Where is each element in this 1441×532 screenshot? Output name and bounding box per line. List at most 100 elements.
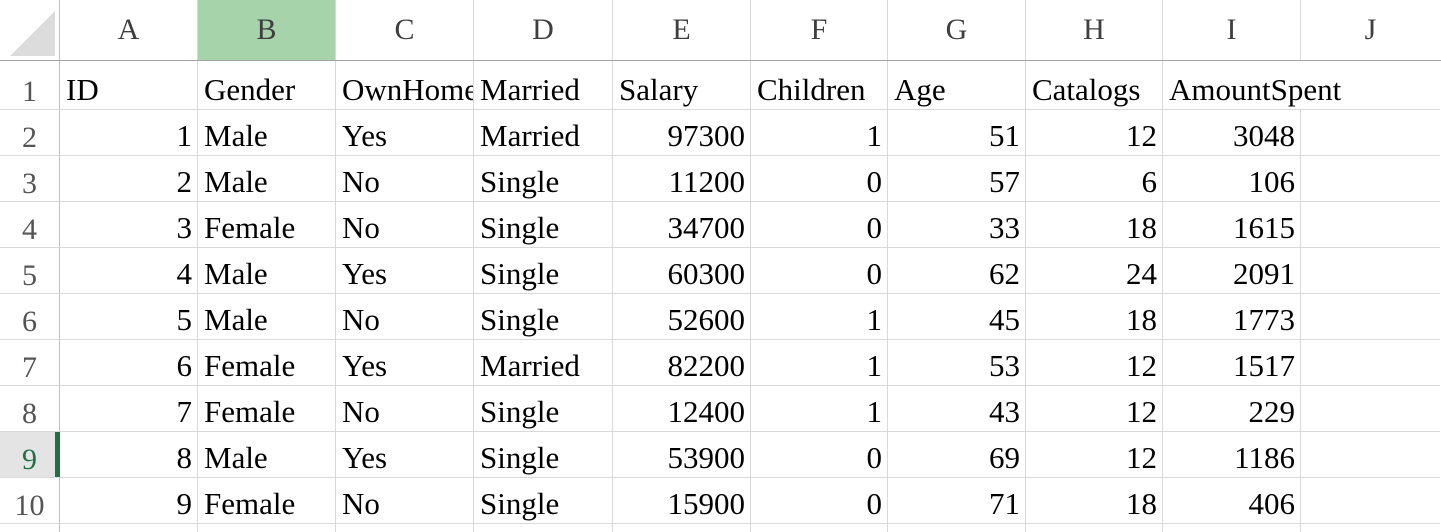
- cell-h3[interactable]: 6: [1026, 156, 1163, 202]
- cell-i10[interactable]: 406: [1163, 478, 1301, 524]
- cell-e2[interactable]: 97300: [613, 110, 751, 156]
- table-row[interactable]: [0, 524, 1441, 532]
- cell-d3[interactable]: Single: [474, 156, 613, 202]
- cell-b9[interactable]: Male: [198, 432, 336, 478]
- cell-e4[interactable]: 34700: [613, 202, 751, 248]
- cell-g7[interactable]: 53: [888, 340, 1026, 386]
- cell-b11[interactable]: [198, 524, 336, 532]
- row-header-6[interactable]: 6: [0, 294, 60, 340]
- table-row[interactable]: 5 4 Male Yes Single 60300 0 62 24 2091: [0, 248, 1441, 294]
- cell-e11[interactable]: [613, 524, 751, 532]
- cell-f11[interactable]: [751, 524, 888, 532]
- cell-f7[interactable]: 1: [751, 340, 888, 386]
- cell-e5[interactable]: 60300: [613, 248, 751, 294]
- row-header-10[interactable]: 10: [0, 478, 60, 524]
- cell-b10[interactable]: Female: [198, 478, 336, 524]
- cell-d1[interactable]: Married: [474, 61, 613, 110]
- row-header-11[interactable]: [0, 524, 60, 532]
- cell-d4[interactable]: Single: [474, 202, 613, 248]
- cell-c5[interactable]: Yes: [336, 248, 474, 294]
- cell-e1[interactable]: Salary: [613, 61, 751, 110]
- column-header-d[interactable]: D: [474, 0, 613, 60]
- cell-g3[interactable]: 57: [888, 156, 1026, 202]
- cell-e10[interactable]: 15900: [613, 478, 751, 524]
- cell-c6[interactable]: No: [336, 294, 474, 340]
- cell-b5[interactable]: Male: [198, 248, 336, 294]
- cell-f1[interactable]: Children: [751, 61, 888, 110]
- cell-f8[interactable]: 1: [751, 386, 888, 432]
- cell-j2[interactable]: [1301, 110, 1440, 156]
- row-header-2[interactable]: 2: [0, 110, 60, 156]
- cell-g11[interactable]: [888, 524, 1026, 532]
- cell-d7[interactable]: Married: [474, 340, 613, 386]
- cell-j5[interactable]: [1301, 248, 1440, 294]
- cell-g6[interactable]: 45: [888, 294, 1026, 340]
- column-header-b[interactable]: B: [198, 0, 336, 60]
- cell-h1[interactable]: Catalogs: [1026, 61, 1163, 110]
- cell-c4[interactable]: No: [336, 202, 474, 248]
- table-row[interactable]: 2 1 Male Yes Married 97300 1 51 12 3048: [0, 110, 1441, 156]
- row-header-9[interactable]: 9: [0, 432, 60, 478]
- cell-c3[interactable]: No: [336, 156, 474, 202]
- cell-h8[interactable]: 12: [1026, 386, 1163, 432]
- cell-a10[interactable]: 9: [60, 478, 198, 524]
- cell-h7[interactable]: 12: [1026, 340, 1163, 386]
- cell-g4[interactable]: 33: [888, 202, 1026, 248]
- cell-f6[interactable]: 1: [751, 294, 888, 340]
- row-header-8[interactable]: 8: [0, 386, 60, 432]
- cell-f5[interactable]: 0: [751, 248, 888, 294]
- cell-b7[interactable]: Female: [198, 340, 336, 386]
- cell-c1[interactable]: OwnHome: [336, 61, 474, 110]
- cell-f2[interactable]: 1: [751, 110, 888, 156]
- cell-e9[interactable]: 53900: [613, 432, 751, 478]
- cell-h6[interactable]: 18: [1026, 294, 1163, 340]
- cell-j7[interactable]: [1301, 340, 1440, 386]
- table-row[interactable]: 8 7 Female No Single 12400 1 43 12 229: [0, 386, 1441, 432]
- column-header-h[interactable]: H: [1026, 0, 1163, 60]
- cell-e3[interactable]: 11200: [613, 156, 751, 202]
- column-header-c[interactable]: C: [336, 0, 474, 60]
- cell-d8[interactable]: Single: [474, 386, 613, 432]
- cell-c9[interactable]: Yes: [336, 432, 474, 478]
- cell-f3[interactable]: 0: [751, 156, 888, 202]
- cell-d6[interactable]: Single: [474, 294, 613, 340]
- cell-d10[interactable]: Single: [474, 478, 613, 524]
- cell-j3[interactable]: [1301, 156, 1440, 202]
- cell-j4[interactable]: [1301, 202, 1440, 248]
- cell-j9[interactable]: [1301, 432, 1440, 478]
- cell-b2[interactable]: Male: [198, 110, 336, 156]
- cell-b3[interactable]: Male: [198, 156, 336, 202]
- table-row[interactable]: 9 8 Male Yes Single 53900 0 69 12 1186: [0, 432, 1441, 478]
- cell-b6[interactable]: Male: [198, 294, 336, 340]
- cell-g10[interactable]: 71: [888, 478, 1026, 524]
- cell-g2[interactable]: 51: [888, 110, 1026, 156]
- table-row[interactable]: 1 ID Gender OwnHome Married Salary Children Age…: [0, 61, 1441, 110]
- cell-a2[interactable]: 1: [60, 110, 198, 156]
- cell-e7[interactable]: 82200: [613, 340, 751, 386]
- cell-e8[interactable]: 12400: [613, 386, 751, 432]
- cell-h2[interactable]: 12: [1026, 110, 1163, 156]
- cell-i1[interactable]: AmountSpent: [1163, 61, 1341, 110]
- row-header-5[interactable]: 5: [0, 248, 60, 294]
- cell-i3[interactable]: 106: [1163, 156, 1301, 202]
- cell-d2[interactable]: Married: [474, 110, 613, 156]
- cell-d5[interactable]: Single: [474, 248, 613, 294]
- cell-f9[interactable]: 0: [751, 432, 888, 478]
- table-row[interactable]: 10 9 Female No Single 15900 0 71 18 406: [0, 478, 1441, 524]
- cell-b1[interactable]: Gender: [198, 61, 336, 110]
- cell-a3[interactable]: 2: [60, 156, 198, 202]
- cell-j8[interactable]: [1301, 386, 1440, 432]
- cell-c11[interactable]: [336, 524, 474, 532]
- cell-i11[interactable]: [1163, 524, 1301, 532]
- cell-g8[interactable]: 43: [888, 386, 1026, 432]
- cell-a11[interactable]: [60, 524, 198, 532]
- cell-j6[interactable]: [1301, 294, 1440, 340]
- cell-i7[interactable]: 1517: [1163, 340, 1301, 386]
- cell-i4[interactable]: 1615: [1163, 202, 1301, 248]
- cell-i9[interactable]: 1186: [1163, 432, 1301, 478]
- cell-i5[interactable]: 2091: [1163, 248, 1301, 294]
- cell-a7[interactable]: 6: [60, 340, 198, 386]
- cell-g9[interactable]: 69: [888, 432, 1026, 478]
- cell-c10[interactable]: No: [336, 478, 474, 524]
- cell-d11[interactable]: [474, 524, 613, 532]
